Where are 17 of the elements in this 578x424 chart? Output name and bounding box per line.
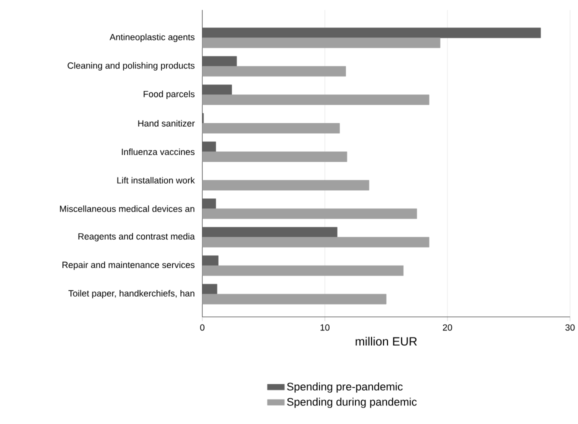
x-tick-label: 0 <box>200 324 204 331</box>
y-tick-label: Influenza vaccines <box>122 148 195 156</box>
y-tick-label: Lift installation work <box>117 177 195 184</box>
x-axis-title: million EUR <box>356 337 417 346</box>
y-tick-label: Food parcels <box>144 90 195 100</box>
x-tick-label: 30 <box>565 324 575 331</box>
y-tick-label: Miscellaneous medical devices an <box>60 206 194 212</box>
y-tick-label: Toilet paper, handkerchiefs, han <box>68 290 194 299</box>
legend-label: Spending pre-pandemic <box>287 382 403 393</box>
y-tick-label: Reagents and contrast media <box>78 233 195 242</box>
y-tick-label: Repair and maintenance services <box>62 262 195 270</box>
y-tick-label: Antineoplastic agents <box>110 34 195 42</box>
y-tick-label: Cleaning and polishing products <box>68 62 195 71</box>
y-tick-label: Hand sanitizer <box>138 120 195 127</box>
legend-label: Spending during pandemic <box>287 398 417 408</box>
x-tick-label: 20 <box>442 324 452 331</box>
x-tick-label: 10 <box>320 324 330 331</box>
